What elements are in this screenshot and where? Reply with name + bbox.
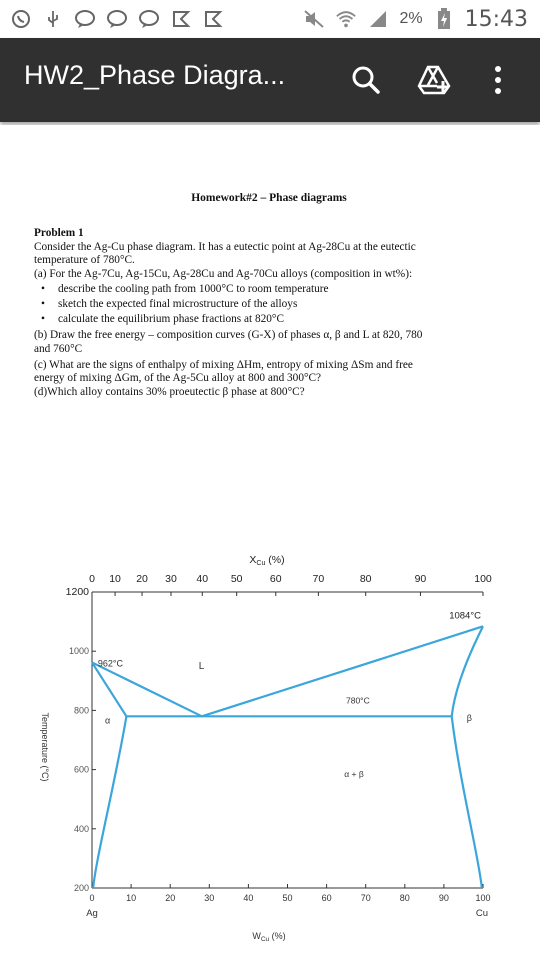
signal-icon (367, 8, 389, 30)
top-tick-label: 10 (109, 573, 121, 585)
liquidus-line-cu-side (201, 625, 484, 718)
y-axis-label: Temperature (°C) (40, 712, 50, 781)
usb-icon (42, 8, 64, 30)
alpha-region-label: α (105, 716, 110, 726)
y-tick-label: 1000 (69, 646, 89, 656)
part-b-line-2: and 760°C (34, 343, 83, 355)
play-flag-icon (202, 8, 224, 30)
bottom-tick-label: 10 (126, 893, 136, 903)
solvus-line-alpha (92, 716, 128, 889)
part-d: (d)Which alloy contains 30% proeutectic … (34, 386, 305, 398)
top-tick-label: 20 (136, 573, 148, 585)
search-icon (352, 66, 380, 94)
liquidus-line-ag-side (91, 661, 203, 718)
play-flag-icon (170, 8, 192, 30)
alpha-beta-region-label: α + β (344, 769, 364, 779)
top-tick-label: 100 (474, 573, 492, 585)
notification-icons (0, 8, 224, 30)
solidus-line-alpha (91, 661, 128, 717)
document-title: HW2_Phase Diagra... (24, 60, 286, 90)
overflow-menu-button[interactable] (478, 60, 518, 100)
cu-element-label: Cu (476, 908, 488, 919)
bullet-item: describe the cooling path from 1000°C to… (41, 283, 329, 297)
beta-region-label: β (467, 713, 472, 723)
mute-icon (303, 8, 325, 30)
chat-bubble-icon (138, 8, 160, 30)
top-tick-label: 80 (360, 573, 372, 585)
bottom-tick-label: 80 (400, 893, 410, 903)
app-bar: HW2_Phase Diagra... (0, 38, 540, 122)
ag-melting-label: 962°C (98, 658, 124, 668)
overflow-menu-icon (495, 66, 501, 94)
part-c-line-1: (c) What are the signs of enthalpy of mi… (34, 359, 413, 371)
top-tick-label: 0 (89, 573, 95, 585)
top-tick-label: 40 (196, 573, 208, 585)
y-tick-label: 800 (74, 705, 89, 715)
homework-title: Homework#2 – Phase diagrams (191, 192, 347, 204)
drive-add-icon (417, 65, 451, 95)
bottom-tick-label: 50 (282, 893, 292, 903)
top-tick-label: 70 (313, 573, 325, 585)
bottom-tick-label: 90 (439, 893, 449, 903)
part-a: (a) For the Ag-7Cu, Ag-15Cu, Ag-28Cu and… (34, 268, 413, 280)
problem-heading: Problem 1 (34, 227, 84, 239)
battery-percent: 2% (399, 10, 423, 27)
chat-bubble-icon (106, 8, 128, 30)
battery-charging-icon (433, 8, 455, 30)
intro-line-1: Consider the Ag-Cu phase diagram. It has… (34, 241, 416, 253)
solidus-line-beta (450, 625, 484, 717)
bottom-tick-label: 100 (475, 893, 490, 903)
add-to-drive-button[interactable] (414, 60, 454, 100)
bullet-item: sketch the expected final microstructure… (41, 298, 297, 312)
ag-element-label: Ag (86, 908, 98, 919)
bottom-tick-label: 60 (322, 893, 332, 903)
document-page[interactable]: Homework#2 – Phase diagrams Problem 1 Co… (0, 125, 540, 960)
phase-diagram-chart: XCu (%) WCu (%) Temperature (°C) Ag Cu 0… (40, 554, 492, 943)
intro-line-2: temperature of 780°C. (34, 254, 135, 266)
part-c-line-2: energy of mixing ΔGm, of the Ag-5Cu allo… (34, 372, 322, 384)
search-button[interactable] (346, 60, 386, 100)
top-tick-label: 60 (270, 573, 282, 585)
chat-bubble-icon (74, 8, 96, 30)
bottom-tick-label: 30 (204, 893, 214, 903)
top-tick-label: 50 (231, 573, 243, 585)
bottom-tick-label: 70 (361, 893, 371, 903)
solvus-line-beta (450, 716, 483, 889)
bullet-item: calculate the equilibrium phase fraction… (41, 313, 284, 327)
top-tick-label: 30 (165, 573, 177, 585)
wifi-icon (335, 8, 357, 30)
top-tick-label: 90 (415, 573, 427, 585)
whatsapp-icon (10, 8, 32, 30)
bottom-tick-label: 40 (243, 893, 253, 903)
y-tick-label: 600 (74, 765, 89, 775)
eutectic-temp-label: 780°C (346, 695, 370, 705)
bottom-tick-label: 0 (89, 893, 94, 903)
part-b-line-1: (b) Draw the free energy – composition c… (34, 329, 423, 341)
status-bar: 2% 15:43 (0, 0, 540, 38)
y-tick-label: 400 (74, 824, 89, 834)
y-tick-label: 200 (74, 883, 89, 893)
top-axis-label: XCu (%) (249, 554, 284, 567)
clock: 15:43 (464, 6, 528, 32)
bottom-axis-label: WCu (%) (252, 931, 285, 943)
y-tick-label: 1200 (66, 586, 90, 598)
liquid-region-label: L (199, 661, 205, 672)
bottom-tick-label: 20 (165, 893, 175, 903)
cu-melting-label: 1084°C (449, 610, 481, 621)
system-icons: 2% 15:43 (303, 0, 528, 38)
